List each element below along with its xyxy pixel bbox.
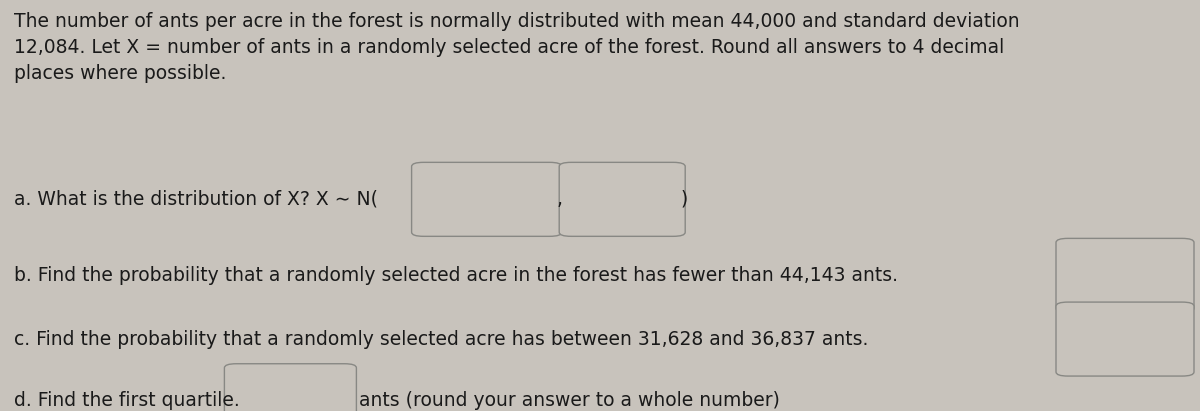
- FancyBboxPatch shape: [1056, 238, 1194, 312]
- FancyBboxPatch shape: [224, 364, 356, 411]
- FancyBboxPatch shape: [412, 162, 562, 236]
- Text: d. Find the first quartile.: d. Find the first quartile.: [14, 391, 240, 410]
- Text: ): ): [680, 190, 688, 209]
- Text: b. Find the probability that a randomly selected acre in the forest has fewer th: b. Find the probability that a randomly …: [14, 266, 899, 285]
- FancyBboxPatch shape: [559, 162, 685, 236]
- Text: a. What is the distribution of X? X ∼ N(: a. What is the distribution of X? X ∼ N(: [14, 190, 378, 209]
- FancyBboxPatch shape: [1056, 302, 1194, 376]
- Text: The number of ants per acre in the forest is normally distributed with mean 44,0: The number of ants per acre in the fores…: [14, 12, 1020, 83]
- Text: c. Find the probability that a randomly selected acre has between 31,628 and 36,: c. Find the probability that a randomly …: [14, 330, 869, 349]
- Text: ,: ,: [557, 190, 563, 209]
- Text: ants (round your answer to a whole number): ants (round your answer to a whole numbe…: [359, 391, 780, 410]
